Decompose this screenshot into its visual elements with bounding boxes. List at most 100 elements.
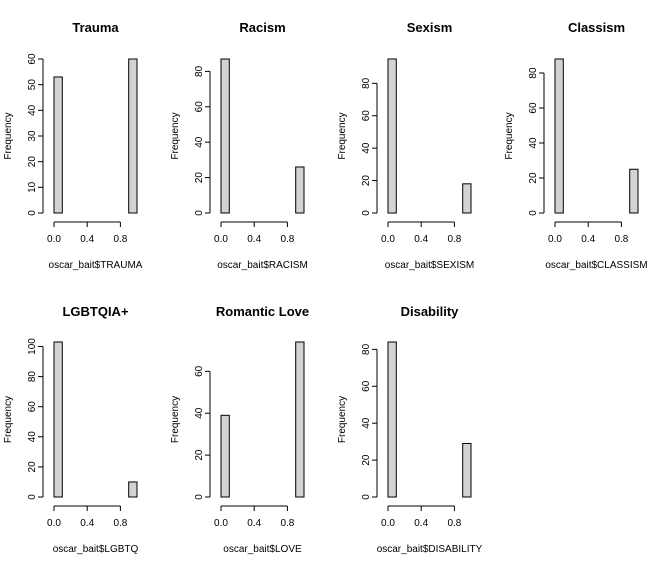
histogram-panel: Classism 0.0 0.4 0.8 0 20 40 60 80 oscar_bait$CLA…	[504, 20, 648, 271]
y-tick-label: 80	[194, 65, 205, 77]
histogram-bar	[53, 76, 63, 214]
y-tick-label: 80	[27, 371, 38, 383]
histogram-panel: Sexism 0.0 0.4 0.8 0 20 40 60 80 oscar_bait$SEXIS…	[337, 20, 474, 271]
y-tick-label: 50	[27, 79, 38, 91]
histogram-bar	[295, 166, 305, 214]
histogram-bar	[387, 58, 397, 214]
y-tick-label: 40	[27, 431, 38, 443]
y-tick-label: 60	[27, 53, 38, 65]
y-tick-label: 0	[27, 494, 38, 500]
y-tick-label: 40	[194, 407, 205, 419]
y-axis-label: Frequency	[170, 112, 181, 159]
x-tick-label: 0.8	[614, 234, 628, 245]
x-tick-label: 0.0	[214, 518, 228, 529]
y-tick-label: 60	[194, 365, 205, 377]
y-tick-label: 20	[27, 156, 38, 168]
y-tick-label: 0	[528, 210, 539, 216]
x-tick-label: 0.4	[80, 518, 94, 529]
x-tick-label: 0.0	[214, 234, 228, 245]
chart-title: Sexism	[407, 20, 453, 35]
chart-title: Racism	[239, 20, 285, 35]
histogram-bar	[629, 168, 639, 214]
y-axis-label: Frequency	[3, 396, 14, 443]
y-tick-label: 60	[27, 401, 38, 413]
y-tick-label: 40	[27, 104, 38, 116]
y-tick-label: 0	[194, 210, 205, 216]
chart-title: Classism	[568, 20, 625, 35]
y-tick-label: 30	[27, 130, 38, 142]
x-tick-label: 0.4	[80, 234, 94, 245]
chart-title: Disability	[401, 304, 460, 319]
y-tick-label: 0	[361, 494, 372, 500]
y-tick-label: 60	[194, 101, 205, 113]
x-axis-label: oscar_bait$TRAUMA	[49, 260, 143, 271]
histogram-bar	[462, 183, 472, 214]
y-tick-label: 60	[361, 110, 372, 122]
y-tick-label: 20	[194, 172, 205, 184]
y-tick-label: 20	[528, 172, 539, 184]
y-tick-label: 20	[361, 454, 372, 466]
x-axis-label: oscar_bait$CLASSISM	[545, 260, 647, 271]
y-tick-label: 20	[194, 449, 205, 461]
chart-title: Romantic Love	[216, 304, 309, 319]
x-tick-label: 0.4	[414, 518, 428, 529]
x-tick-label: 0.0	[381, 518, 395, 529]
x-axis-label: oscar_bait$LOVE	[223, 544, 302, 555]
y-tick-label: 60	[528, 102, 539, 114]
y-tick-label: 20	[361, 175, 372, 187]
x-tick-label: 0.8	[447, 518, 461, 529]
chart-title: LGBTQIA+	[62, 304, 128, 319]
y-axis-label: Frequency	[337, 396, 348, 443]
y-tick-label: 0	[194, 494, 205, 500]
y-tick-label: 10	[27, 181, 38, 193]
chart-title: Trauma	[72, 20, 119, 35]
x-tick-label: 0.8	[447, 234, 461, 245]
y-tick-label: 40	[361, 142, 372, 154]
x-tick-label: 0.4	[247, 234, 261, 245]
y-tick-label: 20	[27, 461, 38, 473]
x-tick-label: 0.8	[113, 234, 127, 245]
histogram-panel: Romantic Love 0.0 0.4 0.8 0 20 40 60 oscar_bait$…	[170, 304, 309, 555]
x-tick-label: 0.0	[381, 234, 395, 245]
y-axis-label: Frequency	[170, 396, 181, 443]
y-tick-label: 40	[194, 136, 205, 148]
histogram-bar	[53, 341, 63, 498]
x-axis-label: oscar_bait$LGBTQ	[53, 544, 139, 555]
y-tick-label: 0	[27, 210, 38, 216]
x-tick-label: 0.0	[47, 518, 61, 529]
histogram-bar	[387, 341, 397, 498]
histogram-panel: LGBTQIA+ 0.0 0.4 0.8 0 20 40 60 80 100 oscar_bait$…	[3, 304, 139, 555]
histogram-bar	[220, 58, 230, 214]
y-tick-label: 80	[361, 343, 372, 355]
x-tick-label: 0.8	[280, 518, 294, 529]
x-tick-label: 0.8	[113, 518, 127, 529]
histogram-bar	[128, 58, 138, 214]
y-axis-label: Frequency	[504, 112, 515, 159]
histogram-bar	[128, 481, 138, 498]
x-axis-label: oscar_bait$SEXISM	[385, 260, 475, 271]
y-tick-label: 40	[361, 417, 372, 429]
histogram-panel: Disability 0.0 0.4 0.8 0 20 40 60 80 oscar_bait$D…	[337, 304, 483, 555]
x-tick-label: 0.4	[414, 234, 428, 245]
x-tick-label: 0.8	[280, 234, 294, 245]
x-tick-label: 0.0	[47, 234, 61, 245]
y-tick-label: 60	[361, 380, 372, 392]
x-tick-label: 0.4	[247, 518, 261, 529]
histogram-bar	[220, 414, 230, 498]
y-tick-label: 40	[528, 137, 539, 149]
y-tick-label: 0	[361, 210, 372, 216]
histogram-panel: Trauma 0.0 0.4 0.8 0 10 20 30 40 50 60 oscar_bait$T…	[3, 20, 143, 271]
histogram-bar	[462, 442, 472, 498]
x-tick-label: 0.0	[548, 234, 562, 245]
histogram-bar	[295, 341, 305, 498]
y-tick-label: 100	[27, 338, 38, 355]
x-tick-label: 0.4	[581, 234, 595, 245]
x-axis-label: oscar_bait$RACISM	[217, 260, 308, 271]
y-tick-label: 80	[361, 77, 372, 89]
y-tick-label: 80	[528, 67, 539, 79]
y-axis-label: Frequency	[3, 112, 14, 159]
y-axis-label: Frequency	[337, 112, 348, 159]
histogram-bar	[554, 58, 564, 214]
histogram-panel: Racism 0.0 0.4 0.8 0 20 40 60 80 oscar_bait$RACIS…	[170, 20, 308, 271]
